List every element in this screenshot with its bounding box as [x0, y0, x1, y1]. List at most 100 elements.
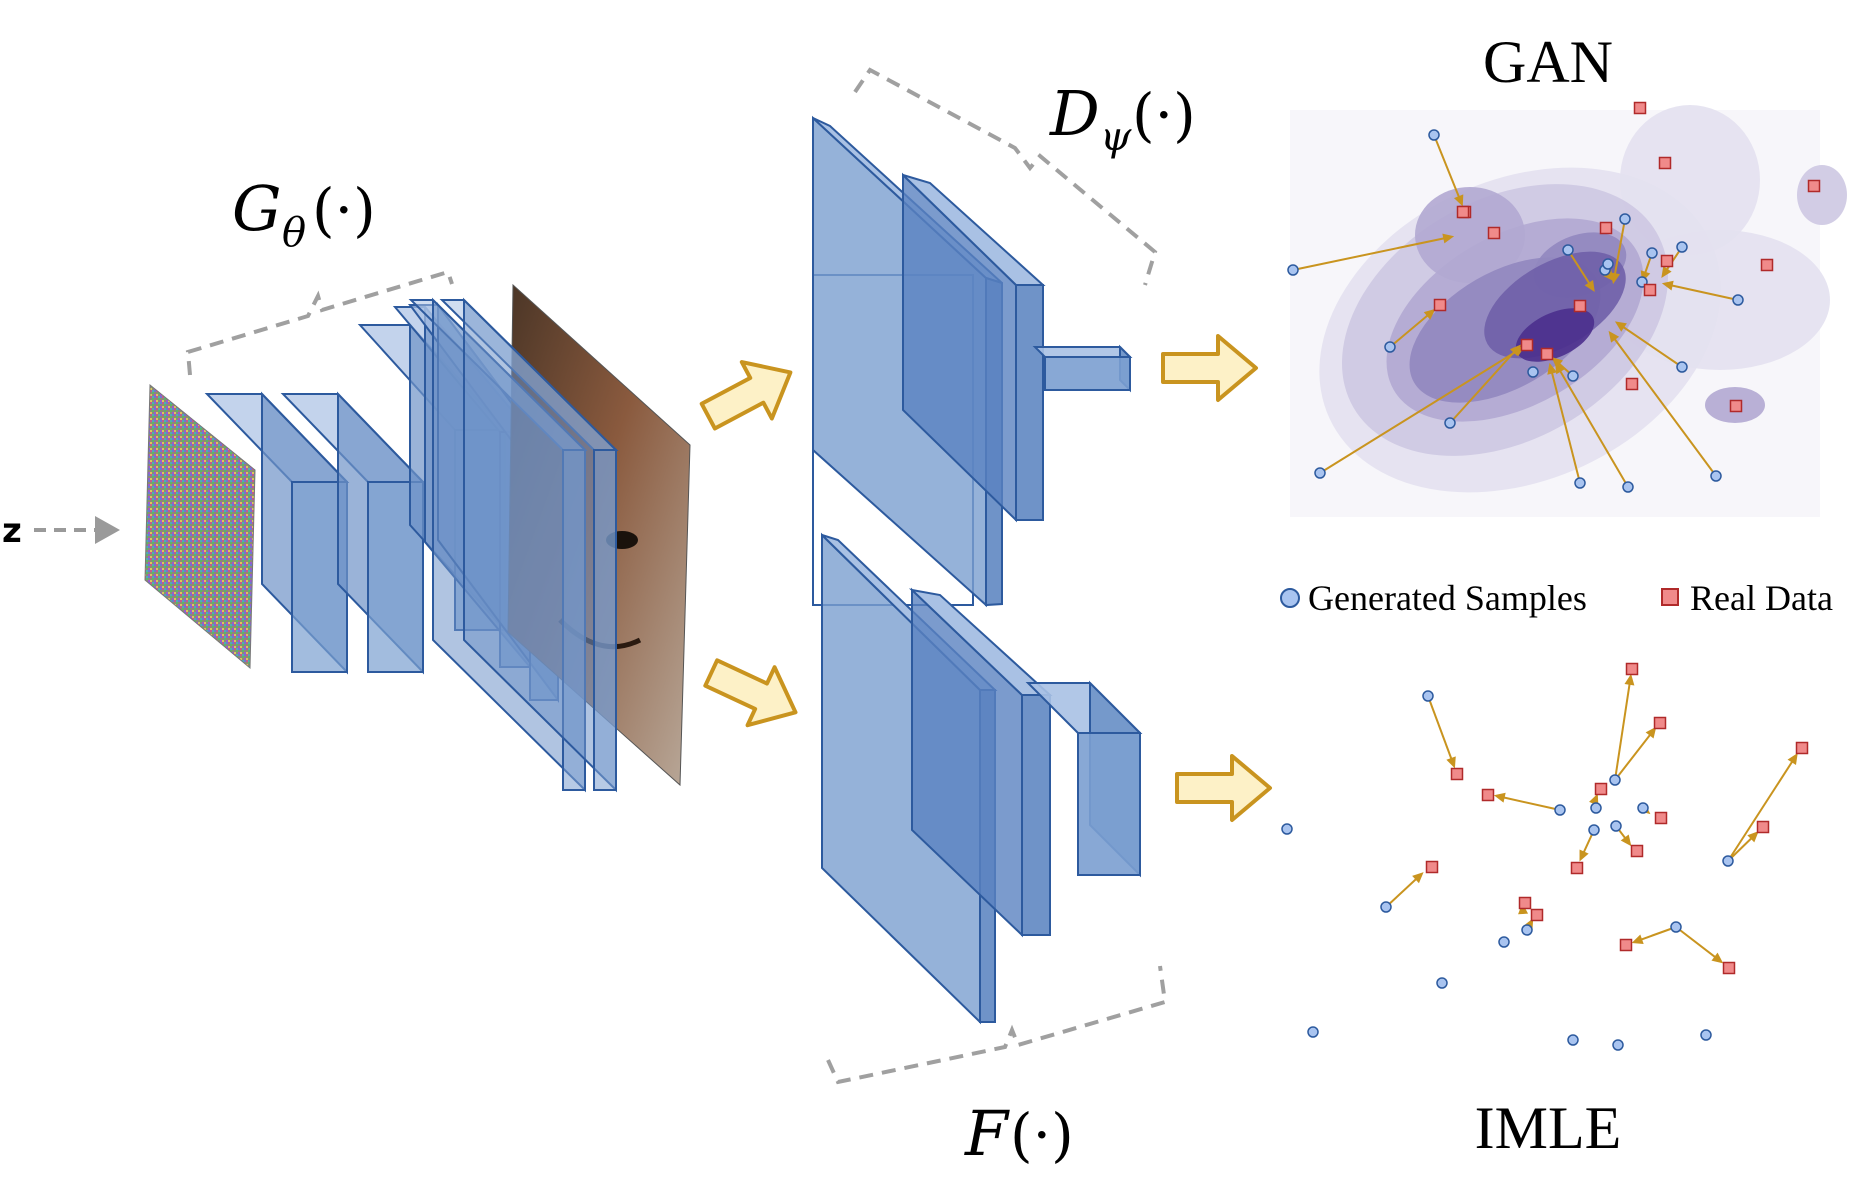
latent-input: z — [2, 511, 120, 551]
imle-generated-point-11 — [1498, 936, 1510, 948]
imle-links — [1385, 673, 1798, 964]
imle-generated-point-5 — [1590, 802, 1602, 814]
imle-link-7-head — [1620, 834, 1632, 847]
gan-link-8-head — [1608, 330, 1620, 343]
imle-generated-point-1 — [1422, 690, 1434, 702]
feature-output-block — [1025, 680, 1143, 878]
gan-real-point-15 — [1729, 399, 1743, 413]
generator-layer-7-front — [593, 449, 617, 791]
imle-generated-point-6 — [1637, 802, 1649, 814]
imle-real-point-5 — [1594, 782, 1608, 796]
gan-link-3-head — [1423, 308, 1436, 320]
imle-link-14 — [1631, 926, 1677, 944]
gan-generated-point-10 — [1562, 244, 1574, 256]
imle-link-2 — [1493, 792, 1561, 811]
discriminator-output-vector-front — [1044, 356, 1131, 391]
arrow-to-discriminator — [699, 360, 793, 431]
gan-real-point-16 — [1456, 205, 1470, 219]
gan-generated-point-14 — [1676, 241, 1688, 253]
gan-link-4-line — [1449, 349, 1517, 424]
gan-density-plot — [1287, 101, 1847, 517]
gan-link-10-line — [1567, 249, 1592, 286]
gan-link-8 — [1608, 330, 1717, 477]
gan-generated-point-18 — [1602, 258, 1614, 270]
gan-link-2-head — [1442, 233, 1455, 244]
gan-link-10 — [1567, 249, 1595, 292]
gan-link-3 — [1389, 308, 1436, 348]
legend-real-marker — [1661, 588, 1679, 606]
feature-output-block-front — [1077, 732, 1141, 876]
imle-link-9-head — [1412, 872, 1424, 884]
gan-link-12-head — [1603, 269, 1615, 282]
imle-title: IMLE — [1475, 1095, 1622, 1161]
gan-title: GAN — [1483, 29, 1613, 95]
imle-link-2-head — [1493, 792, 1506, 803]
discriminator-label-sub: ψ — [1100, 114, 1132, 160]
gan-generated-point-16 — [1567, 370, 1579, 382]
imle-real-point-14 — [1619, 938, 1633, 952]
gan-real-point-13 — [1540, 347, 1554, 361]
imle-link-1-head — [1446, 756, 1456, 769]
latent-z-label: z — [2, 511, 22, 551]
imle-real-point-15 — [1722, 961, 1736, 975]
imle-real-point-1 — [1625, 662, 1639, 676]
gan-link-2 — [1292, 233, 1455, 271]
feature-extractor-bracket — [826, 965, 1168, 1085]
imle-real-point-2 — [1653, 716, 1667, 730]
gan-real-point-2 — [1658, 156, 1672, 170]
generator-layer-2 — [280, 391, 426, 675]
gan-generated-point-11 — [1619, 213, 1631, 225]
imle-generated-point-10 — [1521, 924, 1533, 936]
gan-points — [1287, 101, 1821, 493]
imle-link-13-head — [1747, 831, 1759, 843]
gan-real-point-12 — [1520, 338, 1534, 352]
generator-front-layers — [408, 297, 619, 793]
gan-real-point-8 — [1660, 254, 1674, 268]
imle-generated-point-13 — [1670, 921, 1682, 933]
generator-label: G θ (·) — [232, 172, 376, 256]
imle-real-point-6 — [1654, 811, 1668, 825]
gan-real-point-1 — [1633, 101, 1647, 115]
gan-link-16-head — [1551, 356, 1564, 369]
discriminator-label-arg: (·) — [1132, 81, 1196, 149]
gan-real-point-9 — [1643, 283, 1657, 297]
feature-extractor-network — [821, 532, 1143, 1025]
legend-generated-label: Generated Samples — [1308, 578, 1587, 618]
imle-link-3-head — [1624, 673, 1635, 686]
gan-link-10-head — [1584, 279, 1595, 292]
feature-layer-2 — [908, 587, 1053, 938]
imle-link-3 — [1614, 673, 1635, 781]
generator-label-base: G — [232, 172, 282, 245]
gan-real-point-11 — [1433, 298, 1447, 312]
gan-link-15 — [1661, 280, 1739, 301]
imle-link-4 — [1614, 726, 1657, 781]
imle-generated-point-8 — [1588, 824, 1600, 836]
imle-link-13 — [1727, 831, 1759, 862]
imle-plot — [1281, 662, 1809, 1051]
gan-link-8-line — [1612, 336, 1717, 477]
discriminator-layer-2-side — [1015, 284, 1044, 521]
imle-link-15 — [1675, 926, 1724, 964]
gan-generated-point-5 — [1314, 467, 1326, 479]
imle-link-15-line — [1675, 926, 1718, 960]
legend-real-label: Real Data — [1690, 578, 1833, 618]
gan-generated-point-3 — [1384, 341, 1396, 353]
discriminator-network — [812, 115, 1133, 608]
gan-link-6-head — [1547, 362, 1558, 375]
density-contour-3 — [1620, 105, 1760, 255]
imle-generated-point-12 — [1722, 855, 1734, 867]
gan-link-2-line — [1292, 236, 1447, 271]
imle-real-point-9 — [1795, 741, 1809, 755]
gan-link-3-line — [1389, 313, 1430, 348]
discriminator-output-vector-top — [1032, 346, 1133, 358]
gan-generated-point-4 — [1444, 417, 1456, 429]
imle-link-15-head — [1711, 952, 1724, 964]
imle-generated-point-17 — [1612, 1039, 1624, 1051]
gan-link-9-line — [1621, 325, 1683, 368]
gan-link-7-line — [1558, 368, 1629, 488]
gan-real-point-14 — [1625, 377, 1639, 391]
imle-link-9-line — [1385, 876, 1419, 908]
gan-generated-point-9 — [1676, 361, 1688, 373]
gan-link-1 — [1433, 134, 1464, 207]
